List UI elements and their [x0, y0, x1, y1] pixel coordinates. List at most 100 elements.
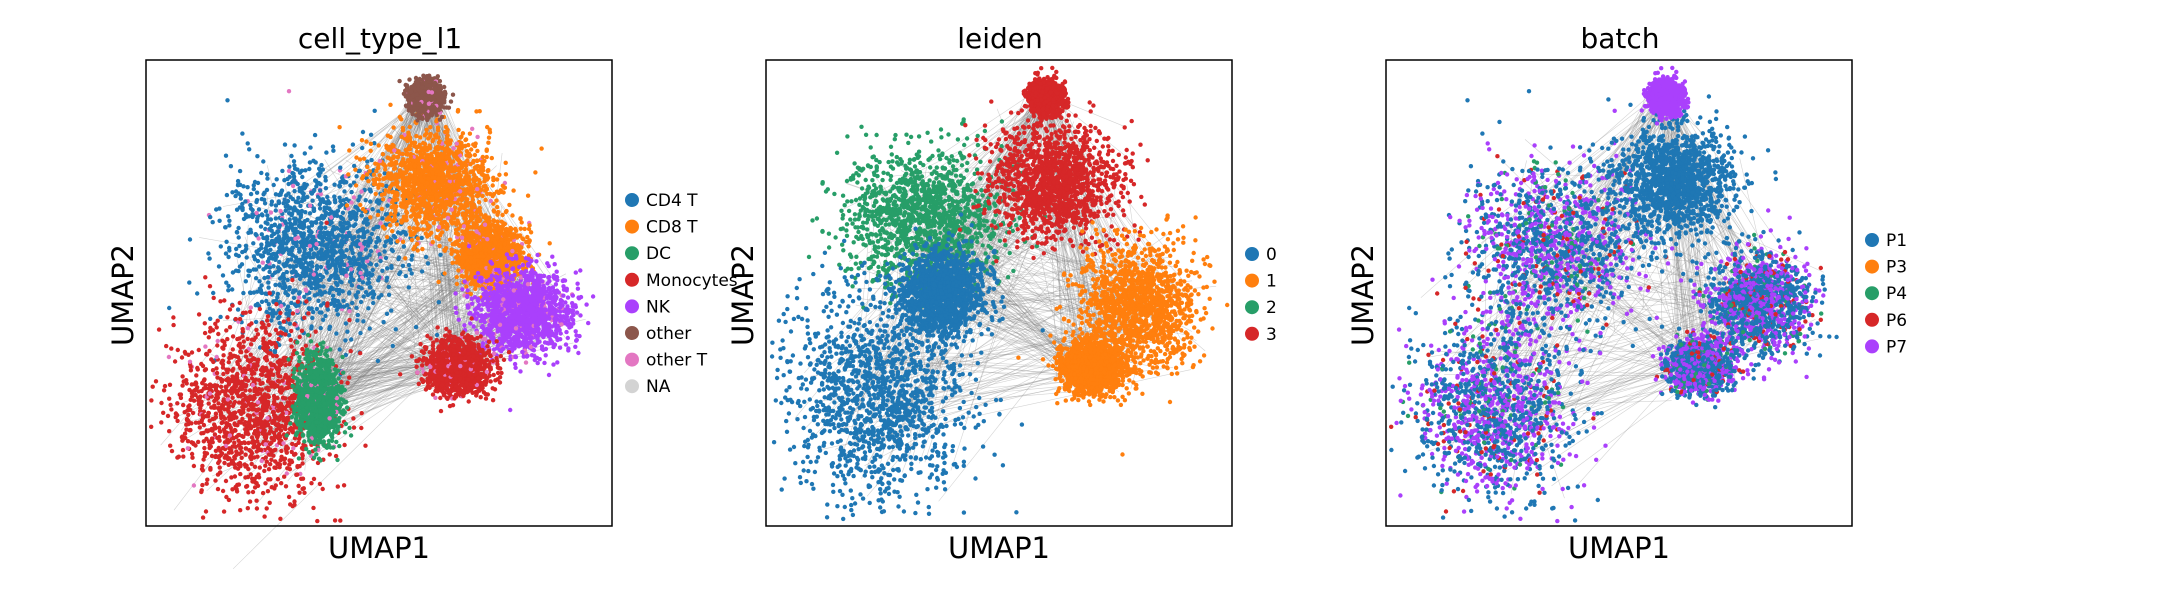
cell-point [256, 358, 260, 362]
cell-point [170, 449, 174, 453]
cell-point [199, 431, 203, 435]
cell-point [330, 439, 334, 443]
cell-point [221, 273, 225, 277]
cell-point [151, 385, 155, 389]
cell-point [318, 458, 322, 462]
cell-point [332, 235, 336, 239]
cell-point [357, 235, 361, 239]
cell-point [352, 224, 356, 228]
cell-point [309, 268, 313, 272]
cell-point [331, 249, 335, 253]
cell-point [286, 446, 290, 450]
cell-point [349, 337, 353, 341]
cell-point [368, 187, 372, 191]
cell-point [274, 483, 278, 487]
cell-point [298, 335, 302, 339]
cell-point [380, 216, 384, 220]
cell-point [309, 412, 313, 416]
cell-point [297, 456, 301, 460]
cell-point [341, 299, 345, 303]
cell-point [284, 363, 288, 367]
cell-point [337, 196, 341, 200]
cell-point [213, 383, 217, 387]
cell-point [256, 392, 260, 396]
cell-point [302, 281, 306, 285]
cell-point [283, 198, 287, 202]
cell-point [225, 98, 229, 102]
cell-point [292, 367, 296, 371]
cell-point [211, 291, 215, 295]
cell-point [334, 454, 338, 458]
cell-point [264, 386, 268, 390]
cell-point [245, 185, 249, 189]
cell-point [331, 144, 335, 148]
cell-point [234, 269, 238, 273]
cell-point [336, 376, 340, 380]
cell-point [221, 353, 225, 357]
cell-point [260, 373, 264, 377]
cell-point [277, 361, 281, 365]
cell-point [312, 477, 316, 481]
cell-point [255, 219, 259, 223]
cell-point [393, 235, 397, 239]
cell-point [319, 221, 323, 225]
cell-point [207, 401, 211, 405]
cell-point [294, 473, 298, 477]
cell-point [315, 519, 319, 523]
cell-point [213, 478, 217, 482]
cell-point [203, 331, 207, 335]
cell-point [324, 250, 328, 254]
cell-point [331, 294, 335, 298]
cell-point [164, 344, 168, 348]
cell-point [249, 342, 253, 346]
cell-point [186, 413, 190, 417]
cell-point [290, 429, 294, 433]
cell-point [216, 461, 220, 465]
cell-point [318, 230, 322, 234]
cell-point [280, 424, 284, 428]
cell-point [344, 321, 348, 325]
cell-point [305, 364, 309, 368]
cell-point [197, 348, 201, 352]
cell-point [387, 293, 391, 297]
cell-point [268, 265, 272, 269]
cell-point [278, 517, 282, 521]
cell-point [238, 472, 242, 476]
cell-point [274, 343, 278, 347]
cell-point [342, 240, 346, 244]
cell-point [354, 217, 358, 221]
cell-point [282, 475, 286, 479]
cell-point [227, 381, 231, 385]
cell-point [326, 265, 330, 269]
cell-point [339, 380, 343, 384]
cell-point [288, 217, 292, 221]
cell-point [194, 381, 198, 385]
cell-point [291, 290, 295, 294]
cell-point [342, 179, 346, 183]
cell-point [404, 274, 408, 278]
cell-point [268, 501, 272, 505]
cell-point [349, 349, 353, 353]
cell-point [216, 339, 220, 343]
cell-point [224, 479, 228, 483]
cell-point [212, 416, 216, 420]
cell-point [243, 249, 247, 253]
cell-point [363, 444, 367, 448]
cell-point [286, 304, 290, 308]
cell-point [297, 359, 301, 363]
cell-point [181, 448, 185, 452]
cell-point [249, 192, 253, 196]
cell-point [308, 204, 312, 208]
cell-point [291, 227, 295, 231]
cell-point [181, 403, 185, 407]
cell-point [292, 322, 296, 326]
cell-point [352, 235, 356, 239]
cell-point [410, 254, 414, 258]
cell-point [321, 487, 325, 491]
cell-point [315, 389, 319, 393]
cell-point [235, 337, 239, 341]
cell-point [278, 387, 282, 391]
cell-point [394, 327, 398, 331]
cell-point [287, 462, 291, 466]
cell-point [308, 349, 312, 353]
